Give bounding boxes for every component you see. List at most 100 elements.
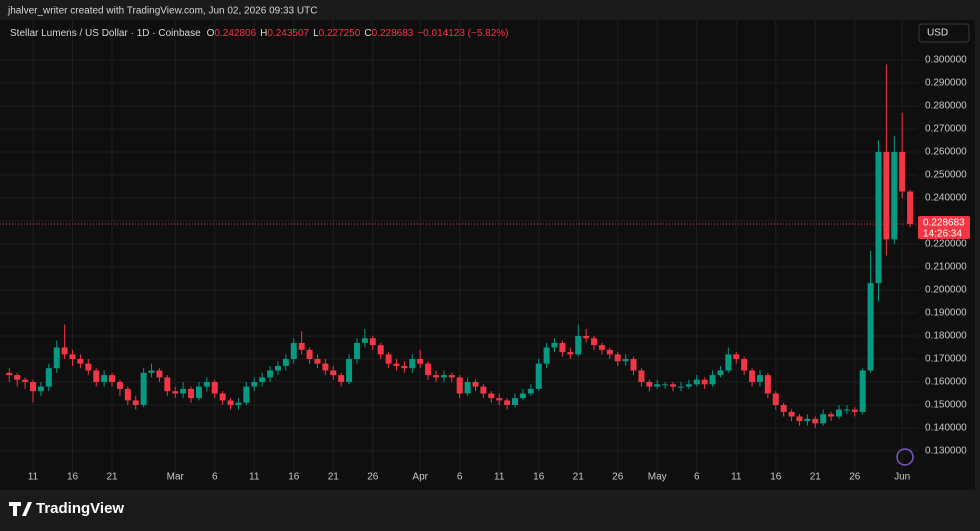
candle-body xyxy=(140,372,147,405)
y-tick-label: 0.130000 xyxy=(925,446,967,457)
candle-body xyxy=(504,400,511,405)
candle-body xyxy=(835,409,842,417)
x-tick-label: 26 xyxy=(849,472,861,483)
candle-body xyxy=(346,358,353,382)
candle-body xyxy=(109,375,116,382)
candle-body xyxy=(843,409,850,411)
candle-body xyxy=(859,370,866,412)
x-tick-label: 11 xyxy=(494,472,505,483)
x-tick-label: 6 xyxy=(457,472,463,483)
candle-body xyxy=(772,393,779,405)
candle-body xyxy=(432,375,439,378)
candle-body xyxy=(61,347,68,355)
candle-body xyxy=(53,347,60,369)
candle-body xyxy=(891,151,898,240)
candle-body xyxy=(282,358,289,366)
candle-body xyxy=(101,375,108,382)
candle-body xyxy=(22,379,29,382)
candle-body xyxy=(338,375,345,382)
candle-body xyxy=(480,386,487,394)
y-tick-label: 0.270000 xyxy=(925,124,967,135)
ohlc-key: O xyxy=(207,28,215,39)
x-tick-label: Apr xyxy=(412,472,428,483)
candle-body xyxy=(77,358,84,364)
candle-body xyxy=(804,418,811,422)
candle-body xyxy=(820,414,827,424)
y-tick-label: 0.160000 xyxy=(925,377,967,388)
x-tick-label: 16 xyxy=(288,472,300,483)
logo-icon xyxy=(9,502,32,516)
candle-body xyxy=(567,352,574,355)
candle-body xyxy=(622,358,629,362)
y-tick-label: 0.150000 xyxy=(925,400,967,411)
candle-body xyxy=(551,342,558,348)
ohlc-key: H xyxy=(260,28,267,39)
change: −0.014123 (−5.82%) xyxy=(417,28,508,39)
candle-body xyxy=(764,375,771,394)
candle-body xyxy=(85,363,92,371)
candle-body xyxy=(559,342,566,353)
candle-body xyxy=(306,349,313,359)
candle-body xyxy=(883,151,890,240)
y-tick-label: 0.240000 xyxy=(925,193,967,204)
candle-body xyxy=(496,398,503,401)
candle-body xyxy=(69,354,76,359)
candle-body xyxy=(543,347,550,364)
y-tick-label: 0.210000 xyxy=(925,262,967,273)
candle-body xyxy=(180,388,187,394)
candle-body xyxy=(290,342,297,359)
ohlc-value: 0.227250 xyxy=(319,28,361,39)
credit: jhalver_writer created with TradingView.… xyxy=(7,6,317,17)
candle-body xyxy=(274,365,281,371)
x-tick-label: 11 xyxy=(731,472,742,483)
brand: TradingView xyxy=(36,500,124,517)
candle-body xyxy=(749,370,756,382)
last-price-label: 0.228683 xyxy=(923,218,965,229)
x-tick-label: 11 xyxy=(28,472,39,483)
candle-body xyxy=(377,345,384,355)
x-tick-label: 26 xyxy=(612,472,624,483)
candle-body xyxy=(488,393,495,399)
x-tick-label: 16 xyxy=(67,472,79,483)
candle-body xyxy=(796,416,803,422)
last-price-box xyxy=(918,216,970,240)
candle-body xyxy=(148,370,155,373)
candle-body xyxy=(409,358,416,369)
candle-body xyxy=(677,386,684,388)
x-tick-label: 16 xyxy=(770,472,782,483)
y-tick-label: 0.190000 xyxy=(925,308,967,319)
candle-body xyxy=(267,370,274,378)
candle-body xyxy=(45,368,52,387)
x-tick-label: 6 xyxy=(212,472,218,483)
candle-body xyxy=(654,384,661,387)
candle-body xyxy=(693,379,700,385)
candle-body xyxy=(440,375,447,378)
candle-body xyxy=(733,354,740,359)
currency-button[interactable] xyxy=(918,23,970,43)
candle-body xyxy=(598,345,605,350)
x-tick-label: Jun xyxy=(894,472,910,483)
candle-body xyxy=(195,386,202,399)
candle-body xyxy=(172,391,179,394)
candle-body xyxy=(243,386,250,403)
candle-body xyxy=(851,409,858,412)
candle-body xyxy=(662,384,669,386)
ohlc-value: 0.243507 xyxy=(267,28,309,39)
y-tick-label: 0.260000 xyxy=(925,147,967,158)
candle-body xyxy=(464,381,471,394)
x-tick-label: 21 xyxy=(106,472,118,483)
candle-body xyxy=(614,354,621,362)
chart-panel xyxy=(0,20,975,490)
y-tick-label: 0.170000 xyxy=(925,354,967,365)
watermark-icon xyxy=(896,448,914,466)
currency[interactable]: USD xyxy=(927,28,948,39)
candle-body xyxy=(670,384,677,387)
candle-body xyxy=(425,363,432,376)
y-tick-label: 0.220000 xyxy=(925,239,967,250)
candle-body xyxy=(259,377,266,382)
candle-body xyxy=(828,414,835,417)
candle-body xyxy=(417,358,424,364)
candle-body xyxy=(583,335,590,339)
ohlc-key: C xyxy=(364,28,371,39)
